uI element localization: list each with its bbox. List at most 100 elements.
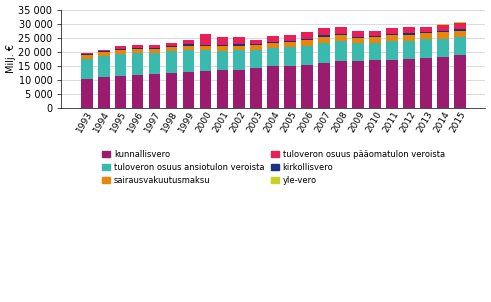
Bar: [335, 61, 347, 108]
Bar: [132, 45, 143, 48]
Bar: [268, 42, 279, 43]
Bar: [437, 25, 449, 31]
Bar: [353, 31, 364, 37]
Legend: kunnallisvero, tuloveron osuus ansiotulon veroista, sairausvakuutusmaksu, tulove: kunnallisvero, tuloveron osuus ansiotulo…: [102, 150, 445, 185]
Bar: [217, 45, 228, 46]
Bar: [183, 50, 194, 72]
Bar: [149, 48, 161, 49]
Bar: [369, 36, 381, 37]
Bar: [454, 31, 466, 37]
Bar: [250, 44, 262, 45]
Bar: [132, 75, 143, 108]
Bar: [199, 50, 212, 71]
Bar: [369, 60, 381, 108]
Bar: [403, 59, 415, 108]
Bar: [199, 46, 212, 50]
Bar: [199, 45, 212, 46]
Bar: [165, 43, 177, 46]
Bar: [386, 41, 398, 60]
Y-axis label: Milj. €: Milj. €: [5, 44, 16, 73]
Bar: [284, 35, 297, 41]
Bar: [335, 34, 347, 35]
Bar: [386, 35, 398, 41]
Bar: [114, 54, 127, 76]
Bar: [420, 32, 432, 33]
Bar: [353, 61, 364, 108]
Bar: [268, 36, 279, 42]
Bar: [250, 45, 262, 50]
Bar: [98, 52, 109, 56]
Bar: [98, 77, 109, 108]
Bar: [268, 43, 279, 48]
Bar: [437, 39, 449, 57]
Bar: [149, 74, 161, 108]
Bar: [149, 53, 161, 74]
Bar: [217, 51, 228, 70]
Bar: [301, 65, 313, 108]
Bar: [183, 40, 194, 44]
Bar: [250, 50, 262, 68]
Bar: [81, 53, 92, 54]
Bar: [454, 23, 466, 29]
Bar: [81, 54, 92, 55]
Bar: [335, 41, 347, 61]
Bar: [81, 59, 92, 79]
Bar: [114, 46, 127, 49]
Bar: [217, 37, 228, 45]
Bar: [234, 50, 246, 70]
Bar: [454, 22, 466, 23]
Bar: [234, 70, 246, 108]
Bar: [369, 37, 381, 43]
Bar: [114, 50, 127, 54]
Bar: [420, 27, 432, 32]
Bar: [369, 31, 381, 36]
Bar: [199, 71, 212, 108]
Bar: [318, 37, 330, 43]
Bar: [81, 55, 92, 59]
Bar: [301, 31, 313, 39]
Bar: [318, 35, 330, 37]
Bar: [234, 37, 246, 44]
Bar: [234, 46, 246, 50]
Bar: [437, 31, 449, 32]
Bar: [301, 40, 313, 46]
Bar: [420, 33, 432, 40]
Bar: [165, 46, 177, 47]
Bar: [149, 45, 161, 48]
Bar: [183, 46, 194, 50]
Bar: [165, 47, 177, 51]
Bar: [369, 43, 381, 60]
Bar: [98, 51, 109, 52]
Bar: [420, 40, 432, 58]
Bar: [403, 35, 415, 40]
Bar: [132, 48, 143, 49]
Bar: [114, 76, 127, 108]
Bar: [250, 68, 262, 108]
Bar: [353, 38, 364, 43]
Bar: [284, 41, 297, 42]
Bar: [301, 39, 313, 40]
Bar: [454, 37, 466, 56]
Bar: [353, 43, 364, 61]
Bar: [386, 60, 398, 108]
Bar: [284, 47, 297, 66]
Bar: [183, 44, 194, 46]
Bar: [217, 70, 228, 108]
Bar: [114, 49, 127, 50]
Bar: [318, 63, 330, 108]
Bar: [132, 49, 143, 53]
Bar: [437, 32, 449, 39]
Bar: [420, 58, 432, 108]
Bar: [301, 46, 313, 65]
Bar: [386, 34, 398, 35]
Bar: [165, 73, 177, 108]
Bar: [268, 48, 279, 66]
Bar: [234, 44, 246, 46]
Bar: [386, 28, 398, 34]
Bar: [132, 53, 143, 75]
Bar: [335, 27, 347, 34]
Bar: [454, 56, 466, 108]
Bar: [183, 72, 194, 108]
Bar: [335, 35, 347, 41]
Bar: [403, 40, 415, 59]
